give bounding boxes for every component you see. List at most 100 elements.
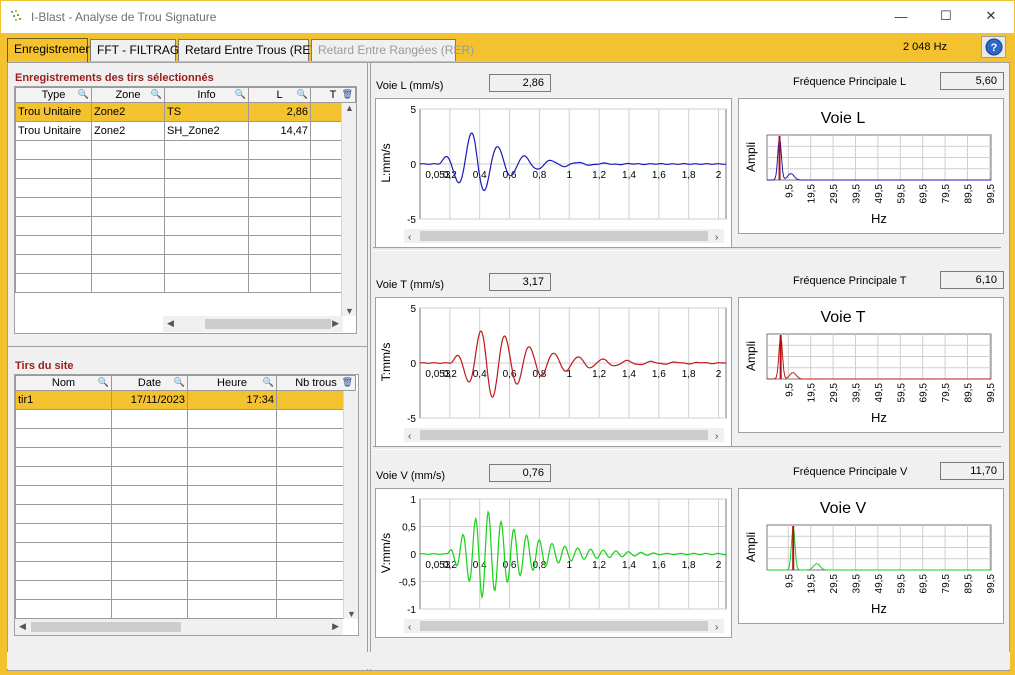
x-tick-label: 0,6 (503, 369, 517, 380)
filter-icon[interactable]: 🔍 (150, 89, 162, 99)
x-tick-label: 1,6 (652, 170, 666, 181)
time-chart-hscrollbar[interactable]: ‹ › (404, 428, 724, 442)
x-tick-label: 99,5 (986, 383, 997, 403)
scroll-thumb[interactable] (420, 231, 708, 241)
filter-icon[interactable]: 🔍 (234, 89, 246, 99)
filter-icon[interactable]: 🔍 (262, 377, 274, 387)
column-header-t[interactable]: T 🗑 (310, 87, 356, 103)
delete-icon[interactable]: 🗑 (341, 377, 353, 387)
delete-icon[interactable]: 🗑 (341, 89, 353, 99)
x-tick-label: 69,5 (919, 383, 930, 403)
x-tick-label: 1,4 (622, 369, 636, 380)
x-tick-label: 69,5 (919, 574, 930, 594)
channel-divider[interactable] (373, 446, 1001, 450)
scroll-thumb[interactable] (205, 319, 331, 329)
close-button[interactable]: ✕ (968, 1, 1014, 31)
cell-zone: Zone2 (91, 121, 165, 141)
tab-ret[interactable]: Retard Entre Trous (RET) (178, 39, 322, 61)
time-chart-hscrollbar[interactable]: ‹ › (404, 619, 724, 633)
scroll-right-icon[interactable]: › (715, 232, 718, 243)
x-tick-label: 49,5 (874, 574, 885, 594)
main-frame: Enregistrement FFT - FILTRAGE Retard Ent… (1, 33, 1014, 674)
recordings-vscrollbar[interactable]: ▲ ▼ (341, 103, 356, 316)
y-tick-label: 5 (410, 304, 416, 315)
site-shots-vscrollbar[interactable]: ▼ (343, 391, 358, 619)
scroll-right-icon[interactable]: ▶ (332, 621, 339, 631)
column-header-type[interactable]: Type 🔍 (15, 87, 92, 103)
filter-icon[interactable]: 🔍 (296, 89, 308, 99)
channel-label: Voie L (mm/s) (376, 80, 444, 92)
x-tick-label: 2 (716, 170, 722, 181)
column-header-date[interactable]: Date 🔍 (111, 375, 188, 391)
frequency-label: Fréquence Principale T (793, 275, 907, 287)
scroll-down-icon[interactable]: ▼ (345, 306, 354, 316)
scroll-down-icon[interactable]: ▼ (347, 609, 356, 619)
scroll-thumb[interactable] (420, 621, 708, 631)
frequency-label: Fréquence Principale V (793, 466, 908, 478)
left-splitter[interactable] (8, 346, 367, 350)
site-shots-hscrollbar[interactable]: ◀ ▶ (15, 619, 343, 635)
fft-title: Voie T (820, 309, 865, 326)
scroll-right-icon[interactable]: ▶ (332, 318, 339, 328)
table-row[interactable]: tir1 17/11/2023 17:34 6 (15, 390, 356, 410)
scroll-left-icon[interactable]: ◀ (19, 621, 26, 631)
x-tick-label: 59,5 (896, 574, 907, 594)
scroll-thumb[interactable] (420, 430, 708, 440)
scroll-right-icon[interactable]: › (715, 622, 718, 633)
channel-divider[interactable] (373, 247, 1001, 251)
x-tick-label: 79,5 (941, 184, 952, 204)
column-header-zone[interactable]: Zone 🔍 (91, 87, 165, 103)
cell-date: 17/11/2023 (111, 390, 188, 410)
scroll-left-icon[interactable]: ‹ (408, 431, 411, 442)
x-tick-label: 29,5 (829, 383, 840, 403)
tab-rer[interactable]: Retard Entre Rangées (RER) (311, 39, 474, 61)
filter-icon[interactable]: 🔍 (97, 377, 109, 387)
recordings-title: Enregistrements des tirs sélectionnés (15, 72, 214, 84)
y-tick-label: 0,5 (402, 523, 416, 534)
x-tick-label: 99,5 (986, 574, 997, 594)
column-header-nom[interactable]: Nom 🔍 (15, 375, 112, 391)
fft-chart-svg: Voie L 9,5 19,5 29,5 39,5 49,5 59,5 69,5 79,5 89,… (744, 110, 997, 226)
recordings-hscrollbar[interactable]: ◀ ▶ (163, 316, 343, 332)
vertical-splitter[interactable] (367, 63, 371, 670)
column-header-l[interactable]: L 🔍 (248, 87, 311, 103)
help-button[interactable]: ? (981, 36, 1006, 58)
channel-peak-value: 3,17 (489, 273, 551, 291)
tab-fft-filtrage[interactable]: FFT - FILTRAGE (90, 39, 187, 61)
minimize-button[interactable]: — (878, 1, 924, 31)
y-tick-label: -5 (407, 414, 416, 425)
x-tick-label: 39,5 (851, 574, 862, 594)
scroll-thumb[interactable] (31, 622, 181, 632)
x-tick-label: 1,4 (622, 560, 636, 571)
x-tick-label: 1,6 (652, 369, 666, 380)
minimize-icon: — (894, 8, 908, 24)
filter-icon[interactable]: 🔍 (77, 89, 89, 99)
filter-icon[interactable]: 🔍 (173, 377, 185, 387)
scroll-right-icon[interactable]: › (715, 431, 718, 442)
scroll-up-icon[interactable]: ▲ (345, 103, 354, 113)
x-tick-label: 39,5 (851, 184, 862, 204)
maximize-button[interactable]: ☐ (923, 1, 969, 31)
scroll-left-icon[interactable]: ‹ (408, 622, 411, 633)
x-tick-label: 0,053 (425, 560, 450, 571)
table-row[interactable]: Trou Unitaire Zone2 SH_Zone2 14,47 1 (15, 121, 356, 141)
time-chart-panel: 1 0,5 0 -0,5 -1 0,053 0,2 0,4 0,6 0,8 1 1,2 1,4 1,6 1,… (375, 488, 732, 638)
title-bar: I-Blast - Analyse de Trou Signature — ☐ … (1, 1, 1014, 33)
column-header-heure[interactable]: Heure 🔍 (187, 375, 277, 391)
column-header-nb-trous[interactable]: Nb trous 🗑 (276, 375, 356, 391)
x-tick-label: 89,5 (963, 184, 974, 204)
column-header-info[interactable]: Info 🔍 (164, 87, 249, 103)
tab-enregistrement[interactable]: Enregistrement (7, 38, 95, 62)
frequency-value: 6,10 (940, 271, 1004, 289)
y-axis-label: V:mm/s (379, 533, 393, 573)
time-chart-hscrollbar[interactable]: ‹ › (404, 229, 724, 243)
fft-title: Voie L (821, 110, 866, 127)
table-row[interactable]: Trou Unitaire Zone2 TS 2,86 (15, 102, 356, 122)
x-tick-label: 0,2 (443, 369, 457, 380)
fft-chart-panel: Voie V 9,5 19,5 29,5 39,5 49,5 59,5 69,5 79,5 89,… (738, 488, 1004, 624)
channel-peak-value: 2,86 (489, 74, 551, 92)
scroll-left-icon[interactable]: ◀ (167, 318, 174, 328)
scroll-left-icon[interactable]: ‹ (408, 232, 411, 243)
